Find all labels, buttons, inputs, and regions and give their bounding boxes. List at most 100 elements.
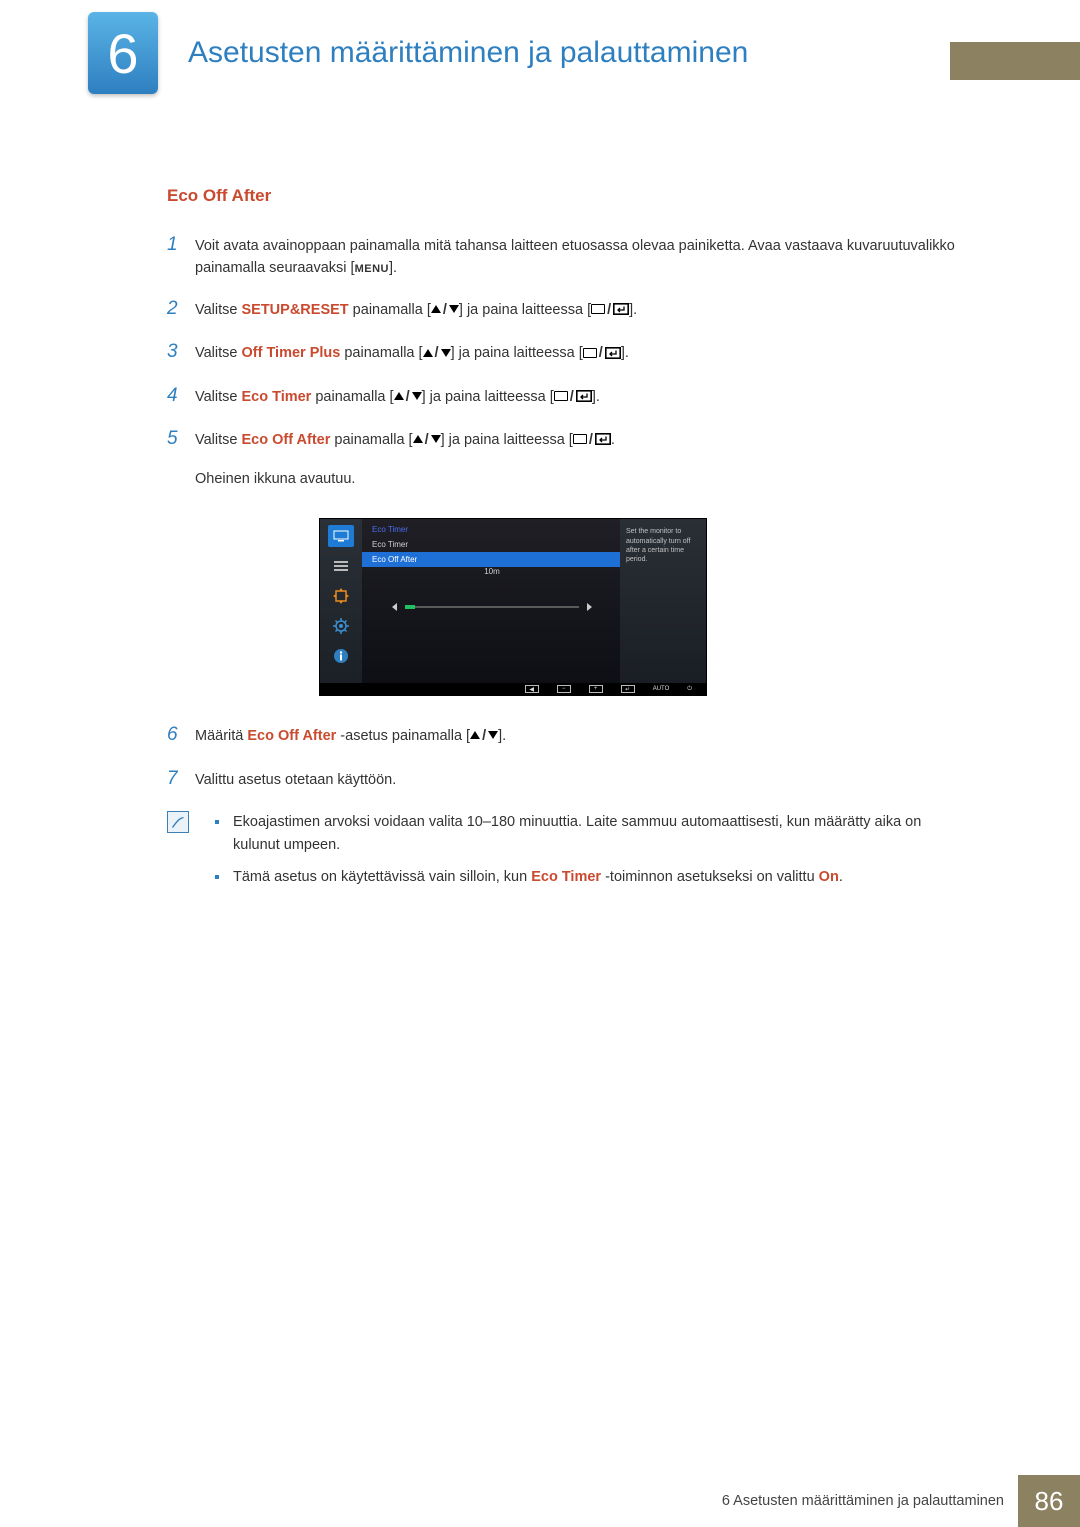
footer-page-number: 86 <box>1018 1475 1080 1527</box>
osd-bottom-plus-icon: + <box>589 685 603 693</box>
text-fragment: painamalla [ <box>311 389 393 405</box>
slash-separator: / <box>480 728 488 744</box>
step-number: 4 <box>167 381 195 410</box>
step-3: 3 Valitse Off Timer Plus painamalla [/] … <box>167 337 957 366</box>
osd-slider <box>362 593 622 621</box>
osd-gear-icon <box>328 615 354 637</box>
text-fragment: Valitse <box>195 302 241 318</box>
osd-slider-right-arrow <box>587 603 592 611</box>
text-fragment: ] ja paina laitteessa [ <box>422 389 554 405</box>
step-2: 2 Valitse SETUP&RESET painamalla [ / ] ja … <box>167 294 957 323</box>
rect-icon <box>573 434 587 444</box>
text-fragment: Määritä <box>195 728 247 744</box>
triangle-up-icon <box>423 349 433 357</box>
red-bold-term: Off Timer Plus <box>241 345 340 361</box>
osd-row-selected: Eco Off After <box>362 552 622 567</box>
chapter-title: Asetusten määrittäminen ja palauttaminen <box>188 36 748 70</box>
note-item-1: Ekoajastimen arvoksi voidaan valita 10–1… <box>215 811 957 856</box>
osd-panel-title: Eco Timer <box>362 519 622 537</box>
text-fragment: Valitse <box>195 432 241 448</box>
osd-value-label: 10m <box>484 567 500 576</box>
step-text: Voit avata avainoppaan painamalla mitä t… <box>195 235 957 280</box>
triangle-down-icon <box>488 731 498 739</box>
step-number: 2 <box>167 294 195 323</box>
text-fragment: -asetus painamalla [ <box>336 728 470 744</box>
slash-separator: / <box>587 432 595 448</box>
osd-slider-left-arrow <box>392 603 397 611</box>
text-fragment: Valitse <box>195 389 241 405</box>
section-heading: Eco Off After <box>167 186 957 206</box>
triangle-down-icon <box>449 305 459 313</box>
triangle-up-icon <box>431 305 441 313</box>
osd-monitor-icon <box>328 525 354 547</box>
header-khaki-bar <box>950 42 1080 80</box>
slash-separator: / <box>605 302 613 318</box>
rect-icon <box>591 304 605 314</box>
osd-selected-label: Eco Off After <box>372 555 417 564</box>
step-text: Valitse SETUP&RESET painamalla [ / ] ja pa… <box>195 299 957 321</box>
enter-icon <box>595 433 611 445</box>
osd-bottom-auto-label: AUTO <box>653 686 670 692</box>
step-number: 7 <box>167 764 195 793</box>
step-5: 5 Valitse Eco Off After painamalla [/] j… <box>167 424 957 453</box>
osd-bottom-left-icon: ◀ <box>525 685 539 693</box>
rect-icon <box>583 348 597 358</box>
text-fragment: Valitse <box>195 345 241 361</box>
text-fragment: ] ja paina laitteessa [ <box>451 345 583 361</box>
step-number: 1 <box>167 230 195 259</box>
text-fragment: ]. <box>389 260 397 276</box>
enter-icon <box>605 347 621 359</box>
text-fragment: ]. <box>592 389 600 405</box>
slash-separator: / <box>433 345 441 361</box>
triangle-up-icon <box>394 392 404 400</box>
page-footer: 6 Asetusten määrittäminen ja palauttamin… <box>0 1475 1080 1527</box>
text-fragment: Tämä asetus on käytettävissä vain silloi… <box>233 869 531 885</box>
text-fragment: ]. <box>498 728 506 744</box>
text-fragment: . <box>839 869 843 885</box>
slash-separator: / <box>404 389 412 405</box>
step-1: 1 Voit avata avainoppaan painamalla mitä… <box>167 230 957 280</box>
text-fragment: ] ja paina laitteessa [ <box>459 302 591 318</box>
osd-bottom-bar: ◀ − + ↵ AUTO ⏻ <box>320 683 706 695</box>
step-4: 4 Valitse Eco Timer painamalla [ / ] ja pa… <box>167 381 957 410</box>
menu-label: MENU <box>355 263 389 275</box>
osd-row-ecotimer: Eco Timer <box>362 537 622 552</box>
note-block: Ekoajastimen arvoksi voidaan valita 10–1… <box>167 811 957 898</box>
osd-slider-row: 10m <box>362 567 622 587</box>
rect-icon <box>554 391 568 401</box>
step-number: 3 <box>167 337 195 366</box>
step-text: Valitse Eco Timer painamalla [ / ] ja pain… <box>195 386 957 408</box>
step-6: 6 Määritä Eco Off After -asetus painamal… <box>167 720 957 749</box>
text-fragment: ]. <box>629 302 637 318</box>
slash-separator: / <box>568 389 576 405</box>
osd-main-panel: Eco Timer Eco Timer Eco Off After 10m <box>362 519 622 685</box>
text-fragment: ]. <box>621 345 629 361</box>
text-fragment: ] ja paina laitteessa [ <box>441 432 573 448</box>
content-area: Eco Off After 1 Voit avata avainoppaan p… <box>167 186 957 898</box>
triangle-down-icon <box>412 392 422 400</box>
red-bold-term: SETUP&RESET <box>241 302 348 318</box>
osd-info-icon <box>328 645 354 667</box>
note-item-2: Tämä asetus on käytettävissä vain silloi… <box>215 866 957 888</box>
page-header: 6 Asetusten määrittäminen ja palauttamin… <box>0 0 1080 130</box>
step-7: 7 Valittu asetus otetaan käyttöön. <box>167 764 957 793</box>
chapter-number-badge: 6 <box>88 12 158 94</box>
osd-slider-track <box>405 606 579 608</box>
triangle-down-icon <box>431 435 441 443</box>
step-5-subtext: Oheinen ikkuna avautuu. <box>195 468 957 490</box>
red-bold-term: Eco Timer <box>241 389 311 405</box>
step-text: Valitse Off Timer Plus painamalla [/] ja… <box>195 342 957 364</box>
note-list: Ekoajastimen arvoksi voidaan valita 10–1… <box>215 811 957 898</box>
osd-bottom-enter-icon: ↵ <box>621 685 635 693</box>
red-bold-term: Eco Off After <box>247 728 336 744</box>
text-fragment: Voit avata avainoppaan painamalla mitä t… <box>195 238 955 276</box>
red-bold-term: Eco Off After <box>241 432 330 448</box>
step-text: Valittu asetus otetaan käyttöön. <box>195 769 957 791</box>
triangle-up-icon <box>470 731 480 739</box>
slash-separator: / <box>423 432 431 448</box>
triangle-up-icon <box>413 435 423 443</box>
step-number: 5 <box>167 424 195 453</box>
osd-description-panel: Set the monitor to automatically turn of… <box>620 519 706 685</box>
text-fragment: painamalla [ <box>349 302 431 318</box>
osd-screenshot: Eco Timer Eco Timer Eco Off After 10m Se… <box>319 518 707 696</box>
